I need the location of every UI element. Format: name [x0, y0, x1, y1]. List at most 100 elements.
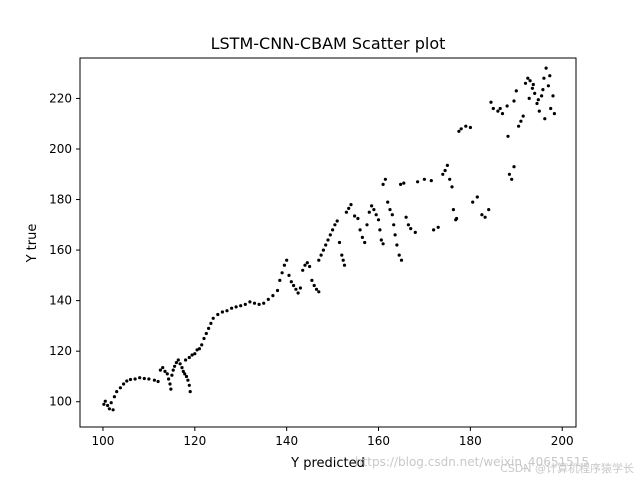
data-point [200, 343, 204, 347]
data-point [184, 374, 189, 379]
data-point [379, 238, 383, 242]
data-point [190, 353, 194, 357]
data-point [112, 395, 116, 399]
data-point [544, 66, 548, 70]
data-point [107, 407, 111, 411]
data-point [128, 377, 133, 382]
data-point [370, 204, 374, 208]
data-point [475, 195, 479, 199]
data-point [168, 382, 172, 386]
data-point [498, 106, 502, 111]
data-point [285, 258, 289, 262]
data-point [152, 378, 156, 382]
data-point [388, 208, 392, 212]
data-point [402, 181, 406, 185]
data-point [234, 305, 238, 309]
data-point [527, 96, 531, 100]
data-point [204, 331, 208, 336]
data-point [319, 253, 323, 257]
data-point [133, 377, 137, 381]
data-point [535, 101, 539, 106]
data-point [305, 261, 309, 265]
data-point [548, 74, 552, 78]
y-tick-label: 140 [49, 294, 72, 308]
data-point [512, 99, 516, 103]
data-point [397, 253, 401, 257]
y-tick-label: 220 [49, 91, 72, 105]
data-point [257, 302, 261, 306]
data-point [541, 88, 545, 92]
data-point [429, 179, 433, 183]
x-tick-label: 140 [275, 434, 298, 448]
data-point [298, 286, 302, 290]
data-point [353, 214, 357, 218]
data-point [517, 124, 521, 128]
data-point [176, 358, 180, 362]
data-point [331, 228, 335, 232]
data-point [125, 379, 129, 383]
data-point [360, 235, 364, 239]
data-point [416, 180, 420, 184]
data-point [170, 373, 174, 377]
y-tick-label: 200 [49, 142, 72, 156]
watermark-url: https://blog.csdn.net/weixin_40651515 [355, 455, 589, 469]
data-point [328, 233, 332, 237]
data-point [342, 263, 347, 267]
data-point [280, 271, 284, 275]
data-point [167, 377, 171, 381]
data-point [505, 104, 509, 108]
data-point [187, 355, 191, 360]
data-point [266, 297, 270, 301]
data-point [549, 106, 553, 111]
data-point [271, 294, 275, 298]
data-point [395, 243, 399, 247]
data-point [526, 76, 530, 80]
data-point [406, 223, 410, 227]
y-tick-label: 120 [49, 344, 72, 358]
data-point [225, 309, 229, 313]
data-point [464, 124, 468, 128]
data-point [341, 258, 345, 262]
data-point [181, 369, 185, 373]
data-point [184, 358, 188, 362]
data-point [381, 242, 385, 246]
data-point [243, 302, 247, 306]
x-tick-label: 160 [367, 434, 390, 448]
chart-title: LSTM-CNN-CBAM Scatter plot [211, 34, 446, 53]
data-point [252, 301, 257, 305]
data-point [506, 134, 510, 138]
data-point [436, 225, 440, 229]
data-point [455, 216, 459, 221]
data-point [409, 227, 413, 231]
y-tick-label: 100 [49, 395, 72, 409]
data-point [533, 91, 537, 95]
data-point [317, 290, 321, 294]
y-tick-label: 160 [49, 243, 72, 257]
data-point [487, 208, 491, 212]
data-point [496, 109, 500, 113]
data-point [312, 283, 316, 288]
data-point [106, 403, 110, 408]
data-point [510, 177, 514, 181]
data-point [161, 366, 165, 370]
data-point [287, 273, 291, 277]
data-point [115, 390, 119, 394]
data-point [301, 268, 305, 272]
data-point [216, 312, 220, 317]
data-point [340, 253, 344, 257]
data-point [248, 300, 252, 304]
data-point [542, 76, 546, 80]
data-point [457, 129, 461, 133]
x-tick-label: 180 [459, 434, 482, 448]
data-point [386, 200, 390, 204]
data-point [333, 223, 337, 227]
data-point [528, 79, 532, 83]
data-point [543, 117, 547, 121]
data-point [314, 287, 319, 291]
data-point [514, 89, 518, 93]
data-point [445, 163, 449, 167]
data-point [165, 372, 169, 376]
x-axis-label: Y predicted [290, 456, 365, 471]
data-point [480, 213, 484, 217]
